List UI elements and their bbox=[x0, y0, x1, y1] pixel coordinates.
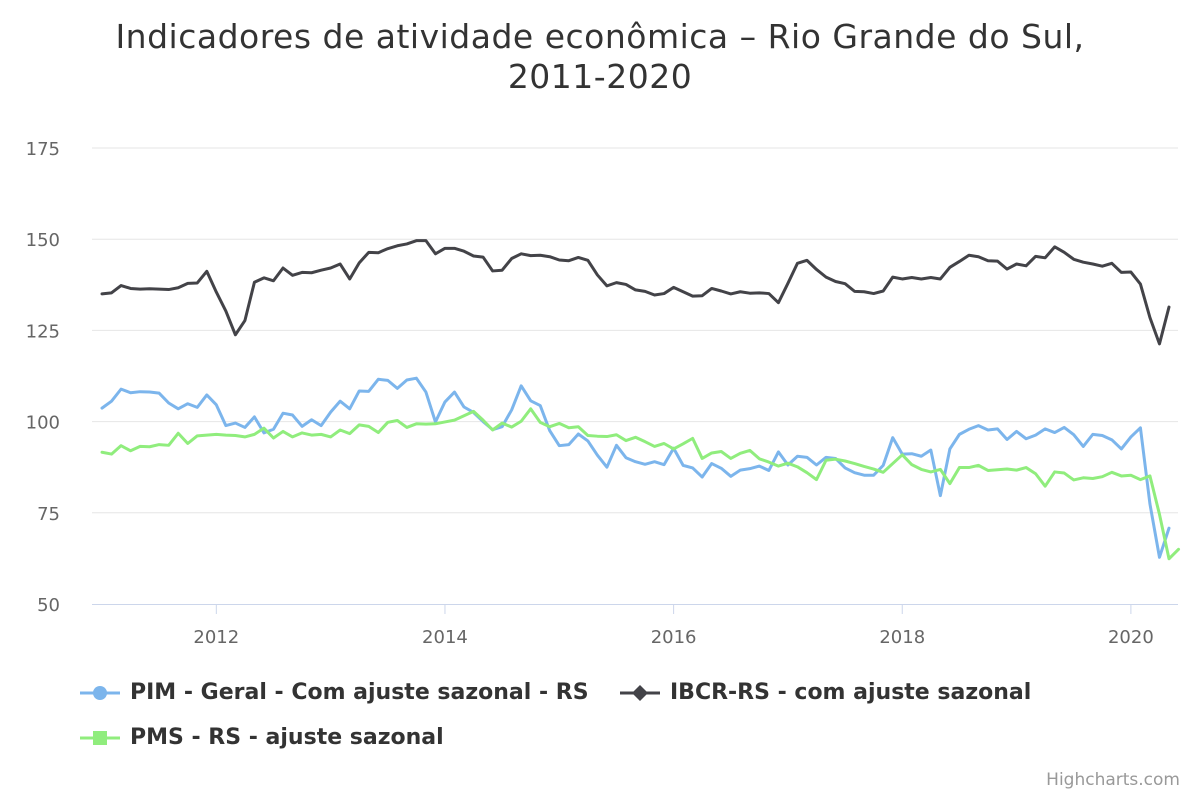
y-tick-label: 175 bbox=[26, 139, 60, 160]
x-axis: 2012 2014 2016 2018 2020 bbox=[92, 604, 1178, 648]
y-tick-label: 100 bbox=[26, 413, 60, 434]
legend-item-ibcr[interactable]: IBCR-RS - com ajuste sazonal bbox=[618, 680, 1031, 705]
series-line-2[interactable] bbox=[100, 407, 1181, 561]
legend-item-pim[interactable]: PIM - Geral - Com ajuste sazonal - RS bbox=[78, 680, 589, 705]
y-tick-label: 150 bbox=[26, 230, 60, 251]
y-tick-label: 75 bbox=[37, 504, 60, 525]
legend-symbol-diamond-icon bbox=[620, 684, 660, 701]
legend-symbol-square-icon bbox=[80, 730, 120, 745]
y-tick-label: 50 bbox=[37, 595, 60, 616]
gridlines bbox=[92, 147, 1178, 514]
x-tick-label: 2016 bbox=[651, 627, 697, 648]
x-tick-label: 2018 bbox=[879, 627, 925, 648]
legend-item-pms[interactable]: PMS - RS - ajuste sazonal bbox=[78, 725, 444, 750]
legend-symbol-circle-icon bbox=[80, 685, 120, 700]
chart-title-line-1: Indicadores de atividade econômica – Rio… bbox=[115, 17, 1085, 56]
x-tick-label: 2020 bbox=[1108, 627, 1154, 648]
credits-link[interactable]: Highcharts.com bbox=[1046, 770, 1180, 790]
y-axis: 50 75 100 125 150 175 bbox=[26, 139, 60, 616]
legend-label-ibcr: IBCR-RS - com ajuste sazonal bbox=[670, 680, 1032, 705]
series-line-1[interactable] bbox=[100, 239, 1171, 346]
x-tick-label: 2012 bbox=[193, 627, 239, 648]
x-tick-label: 2014 bbox=[422, 627, 468, 648]
series-group bbox=[100, 239, 1181, 561]
legend-label-pim: PIM - Geral - Com ajuste sazonal - RS bbox=[130, 680, 589, 705]
legend-label-pms: PMS - RS - ajuste sazonal bbox=[130, 725, 444, 750]
chart-title-line-2: 2011-2020 bbox=[507, 57, 693, 96]
y-tick-label: 125 bbox=[26, 321, 60, 342]
series-line-0[interactable] bbox=[100, 376, 1171, 559]
